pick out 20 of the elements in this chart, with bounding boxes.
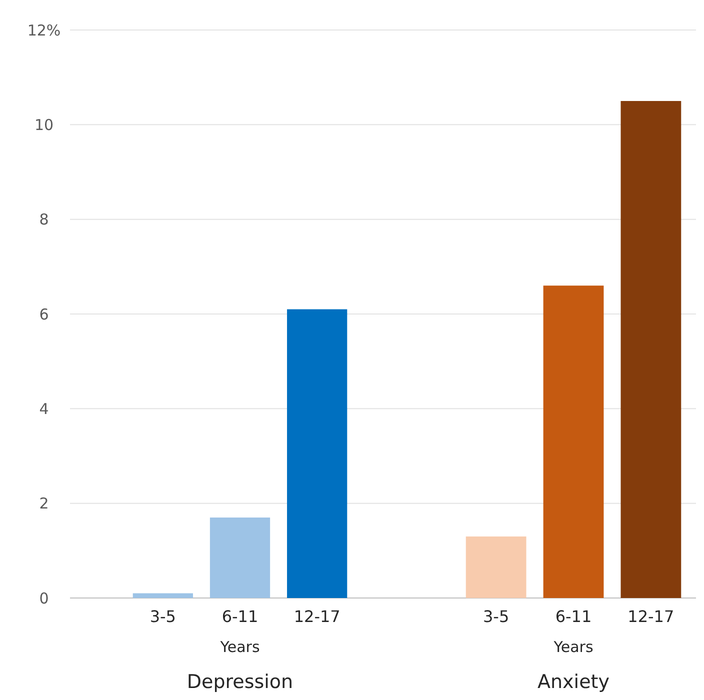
x-tick-label: 6-11 <box>555 607 592 626</box>
y-tick-label: 10 <box>34 116 54 134</box>
y-tick-label: 6 <box>39 305 49 324</box>
x-tick-label: 6-11 <box>222 607 258 626</box>
x-tick-label: 12-17 <box>628 607 674 626</box>
text: Depression <box>186 671 294 693</box>
y-tick-label: 4 <box>39 400 49 418</box>
bar <box>210 518 270 598</box>
text: Anxiety <box>538 671 610 693</box>
x-tick-label: 3-5 <box>150 607 176 626</box>
x-tick-label: 3-5 <box>483 607 510 626</box>
bar <box>132 593 193 598</box>
x-axis-title: Years <box>552 638 594 656</box>
x-tick-label: 12-17 <box>294 607 340 626</box>
y-tick-label: 2 <box>39 494 49 513</box>
y-tick-label: 8 <box>39 210 49 229</box>
x-axis-title: Years <box>219 638 260 656</box>
y-tick-label: 12% <box>27 21 61 40</box>
bar <box>287 309 348 598</box>
y-tick-label: 0 <box>39 589 49 608</box>
